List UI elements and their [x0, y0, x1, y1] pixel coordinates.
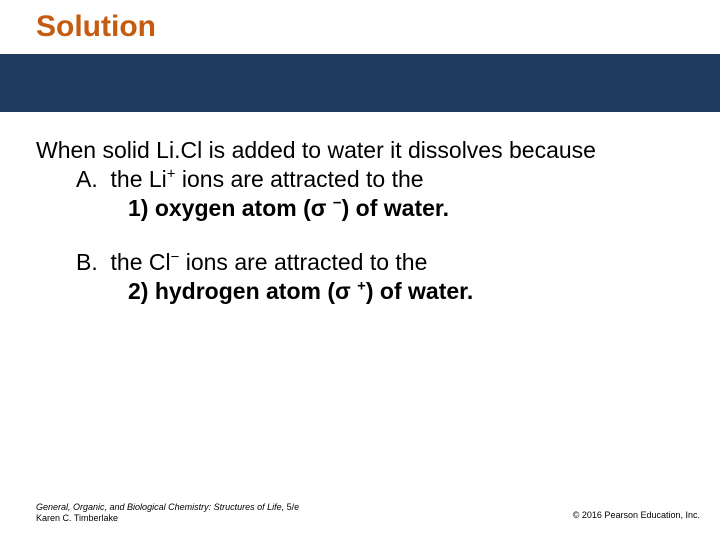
paragraph-a: When solid Li.Cl is added to water it di…	[36, 136, 700, 222]
answer-a: 1) oxygen atom (σ −) of water.	[36, 194, 700, 223]
option-b-pre: the Cl	[111, 249, 171, 275]
option-b-post: ions are attracted to the	[179, 249, 427, 275]
option-b-label: B.	[76, 249, 98, 275]
answer-a-num: 1)	[128, 195, 148, 221]
footer-edition: 5/e	[284, 502, 299, 512]
answer-a-pre: oxygen atom (σ	[148, 195, 332, 221]
intro-line: When solid Li.Cl is added to water it di…	[36, 137, 596, 163]
option-a-pre: the Li	[111, 166, 167, 192]
answer-b-num: 2)	[128, 278, 148, 304]
answer-a-post: ) of water.	[342, 195, 449, 221]
option-a-line: A. the Li+ ions are attracted to the	[36, 165, 700, 194]
paragraph-b: B. the Cl− ions are attracted to the 2) …	[36, 248, 700, 306]
li-plus-superscript: +	[167, 165, 176, 182]
sigma-plus-superscript: +	[357, 277, 366, 294]
option-a-label: A.	[76, 166, 98, 192]
sigma-minus-superscript: −	[333, 194, 342, 211]
footer-book-title: General, Organic, and Biological Chemist…	[36, 502, 284, 512]
answer-b: 2) hydrogen atom (σ +) of water.	[36, 277, 700, 306]
slide-title: Solution	[36, 10, 156, 44]
header-band	[0, 54, 720, 112]
footer-author: Karen C. Timberlake	[36, 513, 118, 523]
body-text: When solid Li.Cl is added to water it di…	[36, 136, 700, 332]
answer-b-pre: hydrogen atom (σ	[148, 278, 357, 304]
slide: Solution When solid Li.Cl is added to wa…	[0, 0, 720, 540]
option-b-line: B. the Cl− ions are attracted to the	[36, 248, 700, 277]
answer-b-post: ) of water.	[366, 278, 473, 304]
footer-left: General, Organic, and Biological Chemist…	[36, 502, 299, 524]
footer-right: © 2016 Pearson Education, Inc.	[573, 510, 700, 520]
option-a-post: ions are attracted to the	[176, 166, 424, 192]
